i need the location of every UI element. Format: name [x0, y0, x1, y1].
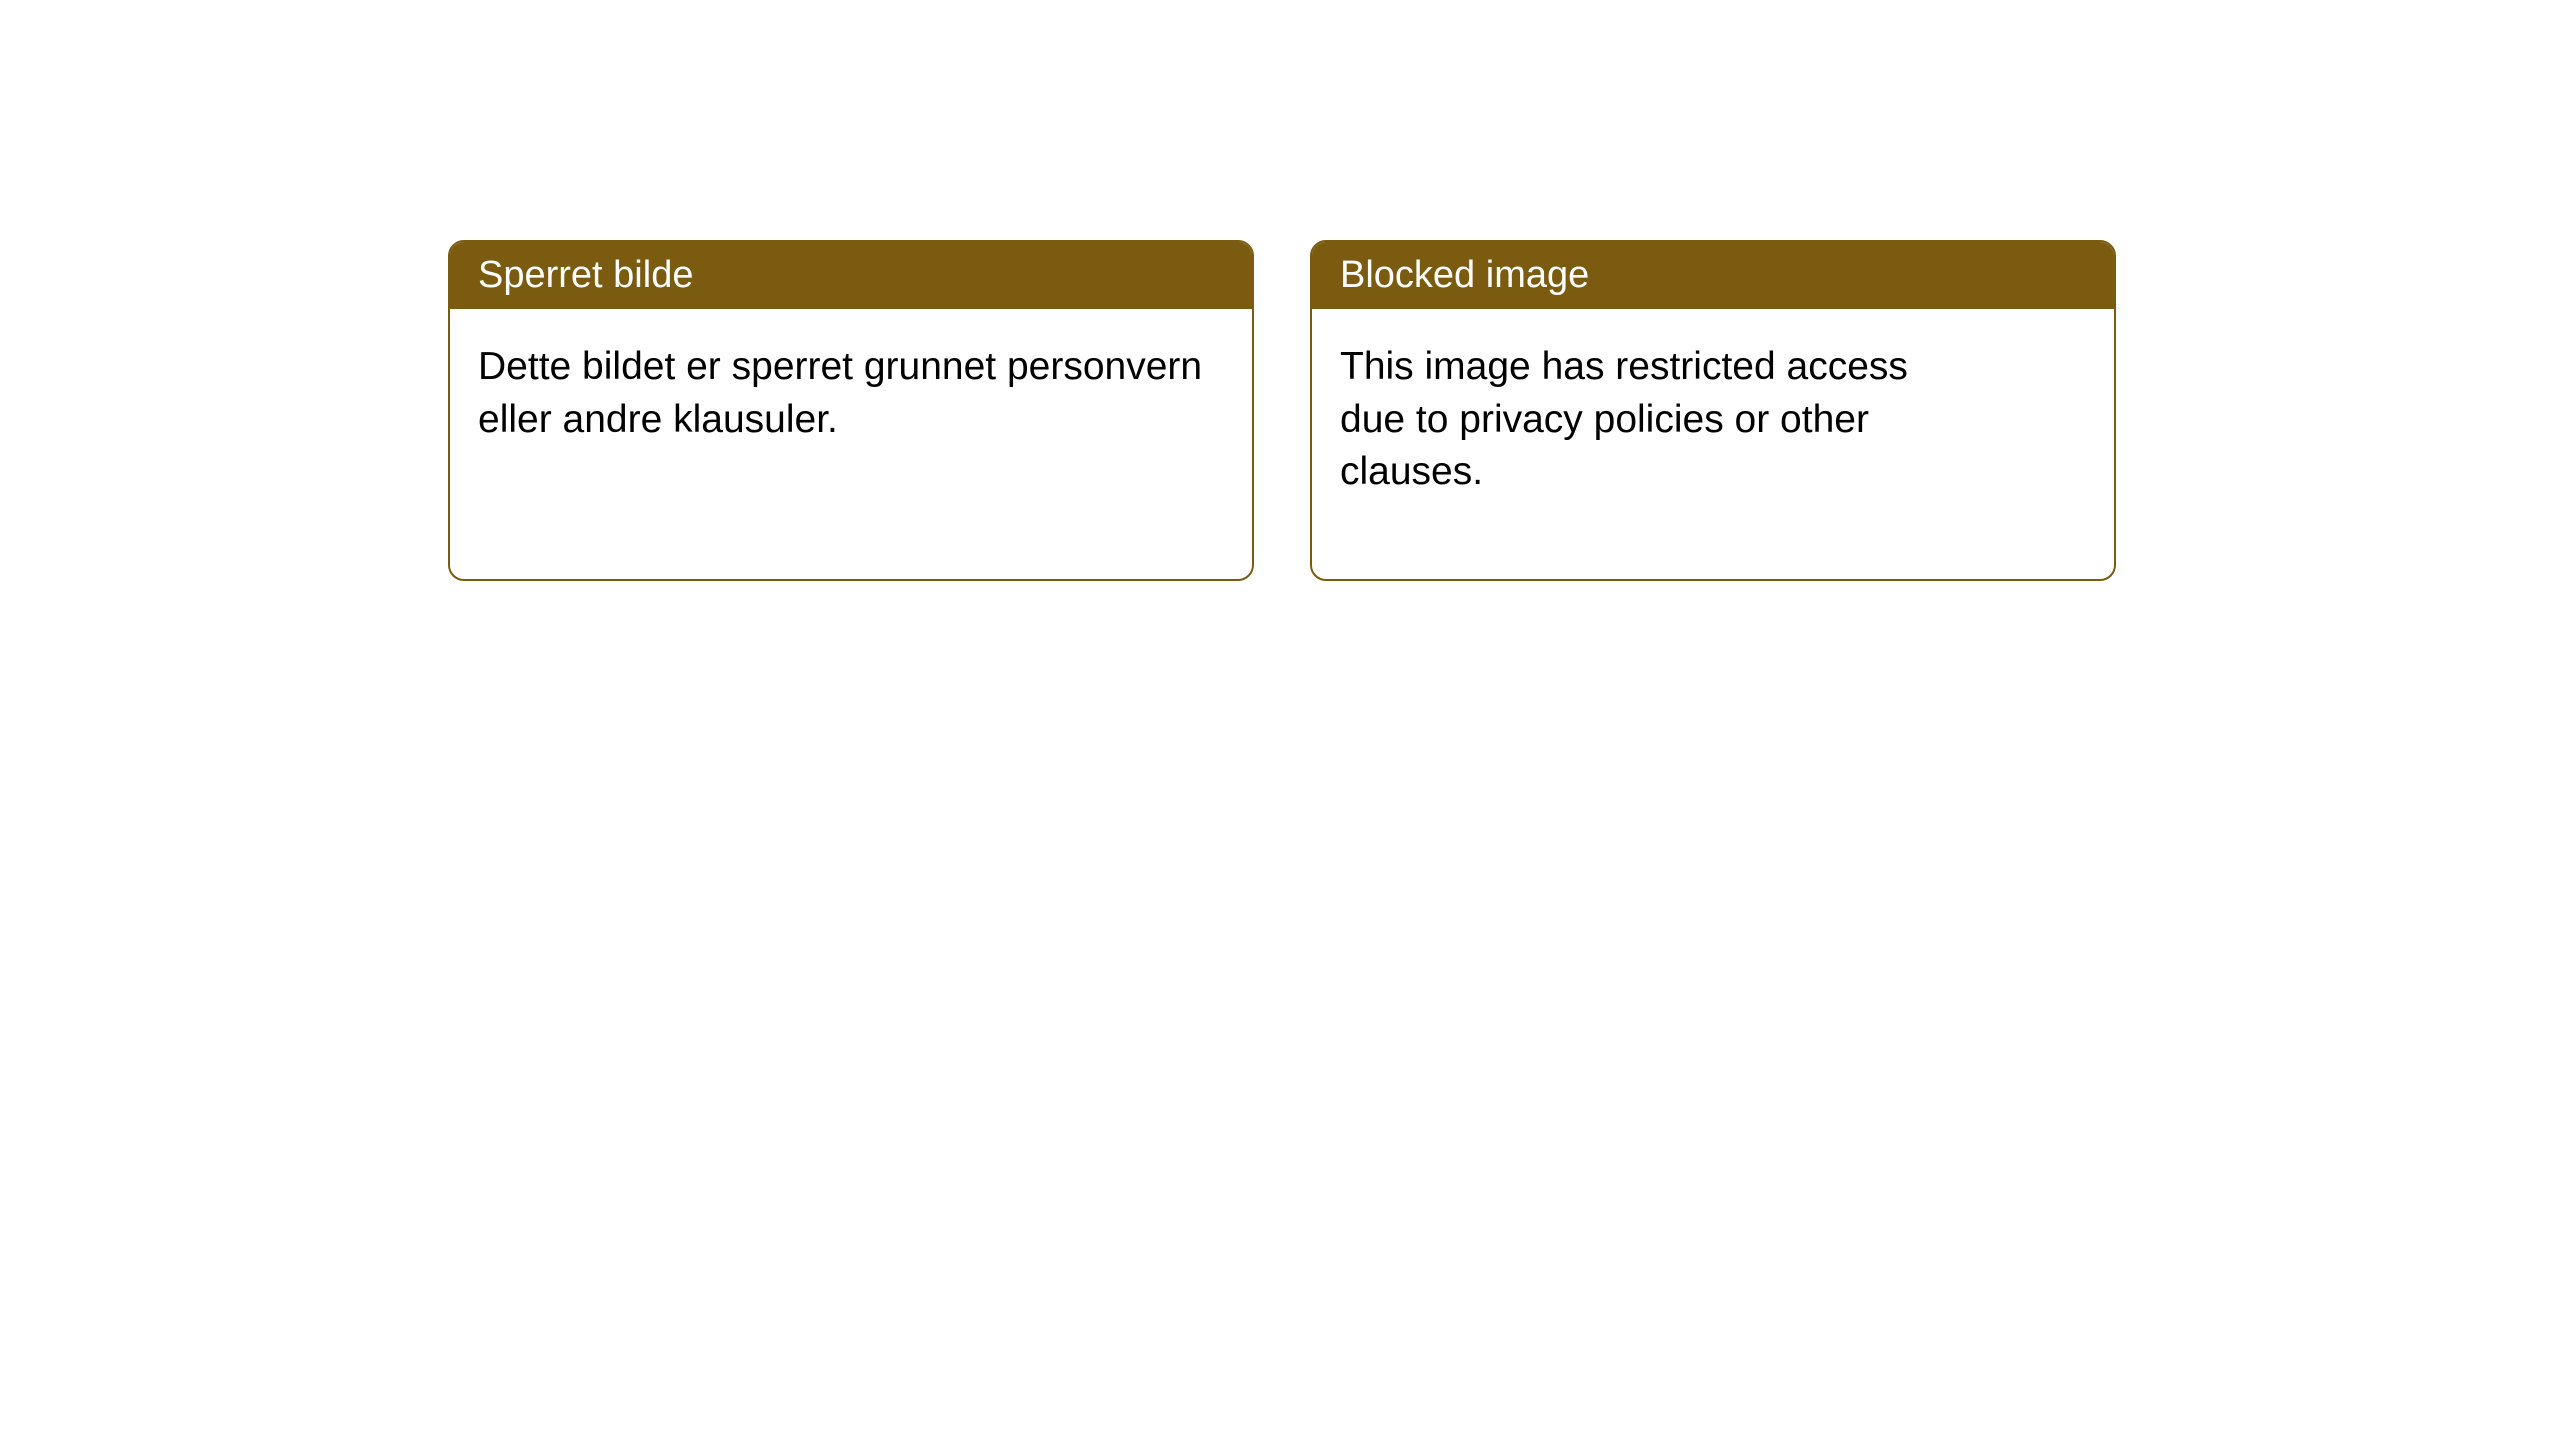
notice-header-norwegian: Sperret bilde — [450, 242, 1252, 309]
notice-header-english: Blocked image — [1312, 242, 2114, 309]
notice-body-norwegian: Dette bildet er sperret grunnet personve… — [450, 309, 1252, 526]
notice-card-english: Blocked image This image has restricted … — [1310, 240, 2116, 581]
notice-body-english: This image has restricted access due to … — [1312, 309, 1972, 579]
notice-card-norwegian: Sperret bilde Dette bildet er sperret gr… — [448, 240, 1254, 581]
notice-container: Sperret bilde Dette bildet er sperret gr… — [0, 0, 2560, 581]
